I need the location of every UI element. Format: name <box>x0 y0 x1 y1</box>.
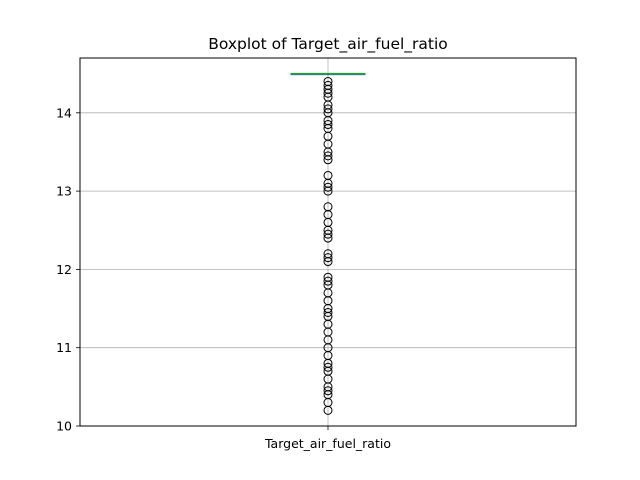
outlier-point <box>323 88 333 98</box>
outlier-point <box>323 405 333 415</box>
x-tick-label: Target_air_fuel_ratio <box>264 436 391 451</box>
outlier-point <box>323 362 333 372</box>
y-tick-label: 13 <box>56 184 72 199</box>
outlier-point <box>323 253 333 263</box>
outlier-point <box>323 257 333 267</box>
plot-frame <box>79 57 577 427</box>
y-tick-label: 11 <box>56 340 72 355</box>
chart-title: Boxplot of Target_air_fuel_ratio <box>208 35 448 54</box>
outlier-point <box>323 229 333 239</box>
outlier-point <box>323 276 333 286</box>
y-axis: 10 11 12 13 14 <box>56 105 329 434</box>
y-tick-label: 12 <box>56 262 72 277</box>
outlier-point <box>323 186 333 196</box>
outlier-point <box>323 386 333 396</box>
y-tick-label: 14 <box>56 105 72 120</box>
outlier-point <box>323 155 333 165</box>
outlier-point <box>323 151 333 161</box>
outlier-point <box>323 233 333 243</box>
outlier-points <box>323 76 333 415</box>
outlier-point <box>323 120 333 130</box>
y-tick-label: 10 <box>56 419 72 434</box>
box-series <box>290 72 366 76</box>
outlier-point <box>323 307 333 317</box>
outlier-point <box>323 182 333 192</box>
outlier-point <box>323 104 333 114</box>
